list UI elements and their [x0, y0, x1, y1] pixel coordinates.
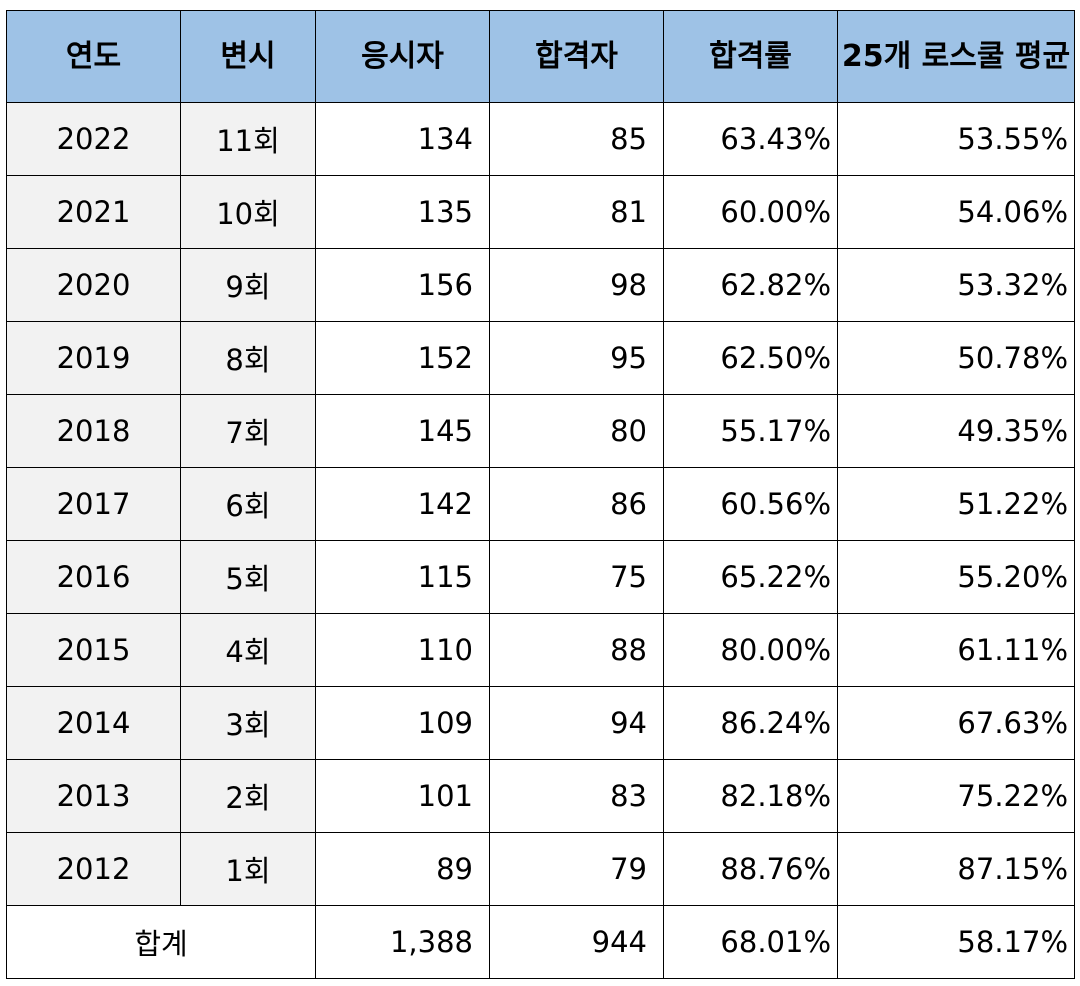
- table-row: 2018 7회 145 80 55.17% 49.35%: [6, 394, 1075, 468]
- pass-rate-cell: 60.00%: [663, 175, 838, 249]
- applicants-cell: 156: [315, 248, 490, 322]
- table-row: 2013 2회 101 83 82.18% 75.22%: [6, 759, 1075, 833]
- total-passed: 944: [489, 905, 664, 979]
- passed-cell: 81: [489, 175, 664, 249]
- applicants-cell: 134: [315, 102, 490, 176]
- table-row: 2016 5회 115 75 65.22% 55.20%: [6, 540, 1075, 614]
- pass-rate-cell: 55.17%: [663, 394, 838, 468]
- passed-cell: 88: [489, 613, 664, 687]
- year-cell: 2021: [6, 175, 181, 249]
- year-cell: 2016: [6, 540, 181, 614]
- average-cell: 61.11%: [837, 613, 1075, 687]
- header-applicants: 응시자: [315, 10, 490, 103]
- header-pass-rate: 합격률: [663, 10, 838, 103]
- table-row: 2015 4회 110 88 80.00% 61.11%: [6, 613, 1075, 687]
- passed-cell: 83: [489, 759, 664, 833]
- passed-cell: 95: [489, 321, 664, 395]
- applicants-cell: 115: [315, 540, 490, 614]
- round-cell: 4회: [180, 613, 316, 687]
- round-cell: 10회: [180, 175, 316, 249]
- table-row: 2017 6회 142 86 60.56% 51.22%: [6, 467, 1075, 541]
- header-round: 변시: [180, 10, 316, 103]
- table-row: 2020 9회 156 98 62.82% 53.32%: [6, 248, 1075, 322]
- passed-cell: 85: [489, 102, 664, 176]
- year-cell: 2017: [6, 467, 181, 541]
- year-cell: 2019: [6, 321, 181, 395]
- applicants-cell: 101: [315, 759, 490, 833]
- round-cell: 5회: [180, 540, 316, 614]
- round-cell: 3회: [180, 686, 316, 760]
- year-cell: 2018: [6, 394, 181, 468]
- average-cell: 75.22%: [837, 759, 1075, 833]
- passed-cell: 75: [489, 540, 664, 614]
- total-applicants: 1,388: [315, 905, 490, 979]
- pass-rate-cell: 86.24%: [663, 686, 838, 760]
- round-cell: 11회: [180, 102, 316, 176]
- average-cell: 54.06%: [837, 175, 1075, 249]
- round-cell: 8회: [180, 321, 316, 395]
- applicants-cell: 135: [315, 175, 490, 249]
- pass-rate-cell: 63.43%: [663, 102, 838, 176]
- year-cell: 2015: [6, 613, 181, 687]
- round-cell: 6회: [180, 467, 316, 541]
- pass-rate-cell: 60.56%: [663, 467, 838, 541]
- passed-cell: 98: [489, 248, 664, 322]
- pass-rate-cell: 65.22%: [663, 540, 838, 614]
- header-row: 연도 변시 응시자 합격자 합격률 25개 로스쿨 평균: [6, 10, 1075, 103]
- average-cell: 50.78%: [837, 321, 1075, 395]
- applicants-cell: 89: [315, 832, 490, 906]
- year-cell: 2013: [6, 759, 181, 833]
- round-cell: 2회: [180, 759, 316, 833]
- table-row: 2019 8회 152 95 62.50% 50.78%: [6, 321, 1075, 395]
- passed-cell: 86: [489, 467, 664, 541]
- round-cell: 7회: [180, 394, 316, 468]
- average-cell: 53.55%: [837, 102, 1075, 176]
- pass-rate-cell: 80.00%: [663, 613, 838, 687]
- total-pass-rate: 68.01%: [663, 905, 838, 979]
- applicants-cell: 109: [315, 686, 490, 760]
- header-average: 25개 로스쿨 평균: [837, 10, 1075, 103]
- average-cell: 67.63%: [837, 686, 1075, 760]
- table-row: 2021 10회 135 81 60.00% 54.06%: [6, 175, 1075, 249]
- pass-rate-cell: 88.76%: [663, 832, 838, 906]
- round-cell: 1회: [180, 832, 316, 906]
- average-cell: 51.22%: [837, 467, 1075, 541]
- table-row: 2022 11회 134 85 63.43% 53.55%: [6, 102, 1075, 176]
- year-cell: 2012: [6, 832, 181, 906]
- table-row: 2012 1회 89 79 88.76% 87.15%: [6, 832, 1075, 906]
- passed-cell: 79: [489, 832, 664, 906]
- applicants-cell: 142: [315, 467, 490, 541]
- year-cell: 2022: [6, 102, 181, 176]
- results-table: 연도 변시 응시자 합격자 합격률 25개 로스쿨 평균 2022 11회 13…: [6, 10, 1075, 979]
- average-cell: 87.15%: [837, 832, 1075, 906]
- average-cell: 53.32%: [837, 248, 1075, 322]
- total-row: 합계 1,388 944 68.01% 58.17%: [6, 905, 1075, 979]
- header-passed: 합격자: [489, 10, 664, 103]
- applicants-cell: 152: [315, 321, 490, 395]
- average-cell: 49.35%: [837, 394, 1075, 468]
- table-row: 2014 3회 109 94 86.24% 67.63%: [6, 686, 1075, 760]
- total-label: 합계: [6, 905, 316, 979]
- average-cell: 55.20%: [837, 540, 1075, 614]
- pass-rate-cell: 62.82%: [663, 248, 838, 322]
- total-average: 58.17%: [837, 905, 1075, 979]
- pass-rate-cell: 62.50%: [663, 321, 838, 395]
- header-year: 연도: [6, 10, 181, 103]
- pass-rate-cell: 82.18%: [663, 759, 838, 833]
- passed-cell: 94: [489, 686, 664, 760]
- applicants-cell: 110: [315, 613, 490, 687]
- year-cell: 2020: [6, 248, 181, 322]
- year-cell: 2014: [6, 686, 181, 760]
- applicants-cell: 145: [315, 394, 490, 468]
- round-cell: 9회: [180, 248, 316, 322]
- passed-cell: 80: [489, 394, 664, 468]
